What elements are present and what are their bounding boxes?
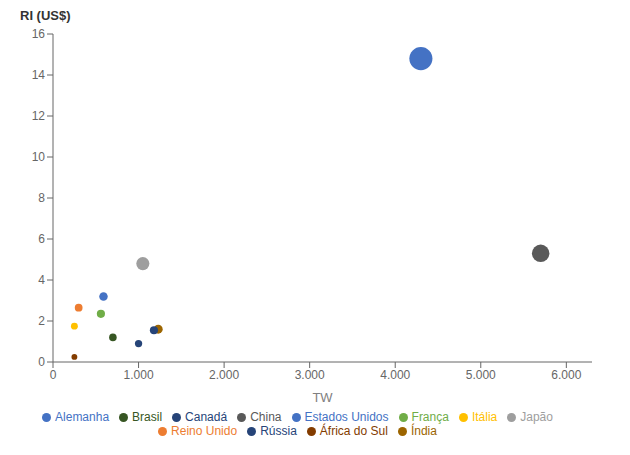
html-text:Alemanha: Alemanha	[55, 410, 110, 424]
svg-text:6: 6	[38, 232, 45, 246]
html-text:Itália: Itália	[471, 410, 498, 424]
svg-text:4.000: 4.000	[380, 368, 410, 382]
svg-text:8: 8	[38, 191, 45, 205]
svg-text:2: 2	[38, 314, 45, 328]
html-text:Índia: Índia	[410, 424, 437, 438]
svg-text:14: 14	[32, 68, 46, 82]
svg-text:2.000: 2.000	[209, 368, 239, 382]
html-text:China: China	[250, 410, 282, 424]
html-text:França: França	[411, 410, 449, 424]
svg-text:3.000: 3.000	[295, 368, 325, 382]
html-text:RI (US$): RI (US$)	[20, 8, 71, 23]
svg-text:1.000: 1.000	[124, 368, 154, 382]
svg-text:5.000: 5.000	[466, 368, 496, 382]
html-text:Reino Unido: Reino Unido	[171, 424, 238, 438]
html-text:Brasil: Brasil	[132, 410, 163, 424]
html-text:Canadá: Canadá	[185, 410, 228, 424]
svg-text:12: 12	[32, 109, 46, 123]
svg-text:10: 10	[32, 150, 46, 164]
html-text:Japão: Japão	[520, 410, 553, 424]
svg-text:4: 4	[38, 273, 45, 287]
html-text:Estados Unidos: Estados Unidos	[304, 410, 389, 424]
svg-text:TW: TW	[312, 390, 333, 405]
svg-text:0: 0	[50, 368, 57, 382]
svg-text:0: 0	[38, 355, 45, 369]
svg-text:16: 16	[32, 27, 46, 41]
html-text:África do Sul: África do Sul	[319, 424, 388, 438]
html-text:Rússia: Rússia	[260, 424, 297, 438]
svg-text:6.000: 6.000	[551, 368, 581, 382]
